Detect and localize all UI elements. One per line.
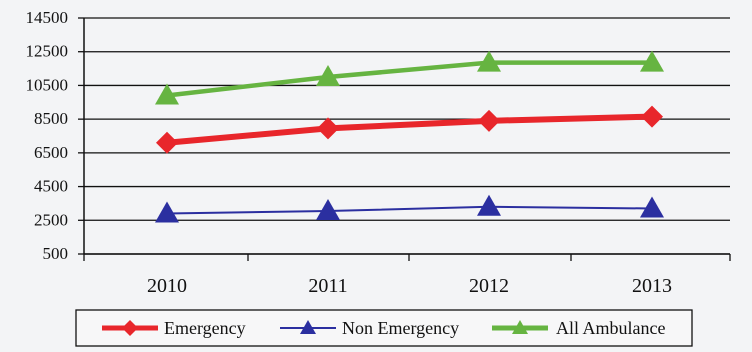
y-tick-label-14500: 14500	[26, 8, 69, 27]
point-emergency-2013	[641, 105, 663, 128]
legend-label-emergency: Emergency	[164, 318, 246, 338]
legend-marker-all-ambulance	[512, 320, 528, 334]
y-tick-label-8500: 8500	[34, 109, 68, 128]
series-non-emergency	[155, 194, 664, 223]
point-all-ambulance-2012	[477, 50, 501, 72]
point-all-ambulance-2013	[640, 50, 664, 72]
point-non-emergency-2012	[477, 194, 501, 216]
legend-marker-emergency	[122, 320, 138, 336]
series-lines	[155, 50, 664, 223]
series-line-all-ambulance	[166, 60, 652, 98]
legend-item-emergency: Emergency	[102, 318, 246, 338]
y-tick-label-4500: 4500	[34, 177, 68, 196]
series-emergency	[156, 105, 663, 154]
series-all-ambulance	[155, 50, 664, 105]
point-emergency-2012	[478, 109, 500, 132]
point-non-emergency-2010	[155, 201, 179, 223]
point-emergency-2011	[317, 117, 339, 140]
legend-item-all-ambulance: All Ambulance	[492, 318, 665, 338]
point-all-ambulance-2010	[155, 83, 179, 105]
y-tick-label-6500: 6500	[34, 143, 68, 162]
legend-marker-non-emergency	[300, 320, 316, 334]
legend-label-all-ambulance: All Ambulance	[556, 318, 665, 338]
x-tick-label-2013: 2013	[632, 275, 672, 297]
legend-label-non-emergency: Non Emergency	[342, 318, 459, 338]
series-line-non-emergency	[166, 205, 653, 215]
point-non-emergency-2013	[640, 196, 664, 218]
legend-item-non-emergency: Non Emergency	[280, 318, 459, 338]
x-tick-label-2012: 2012	[469, 275, 509, 297]
y-tick-label-2500: 2500	[34, 210, 68, 229]
y-tick-label-500: 500	[43, 244, 69, 263]
axes: 500 2500 4500 6500 8500 10500 12500 14500 2010 20…	[26, 8, 731, 297]
legend: Emergency Non Emergency All Ambulance	[75, 309, 693, 347]
gridlines	[84, 17, 730, 255]
point-emergency-2010	[156, 131, 178, 154]
series-line-emergency	[166, 113, 653, 146]
x-tick-label-2010: 2010	[147, 275, 187, 297]
point-all-ambulance-2011	[316, 65, 340, 86]
point-non-emergency-2011	[316, 199, 340, 221]
y-tick-label-10500: 10500	[26, 75, 69, 94]
x-tick-label-2011: 2011	[308, 275, 347, 297]
legend-box	[75, 309, 693, 347]
y-tick-label-12500: 12500	[26, 42, 69, 61]
